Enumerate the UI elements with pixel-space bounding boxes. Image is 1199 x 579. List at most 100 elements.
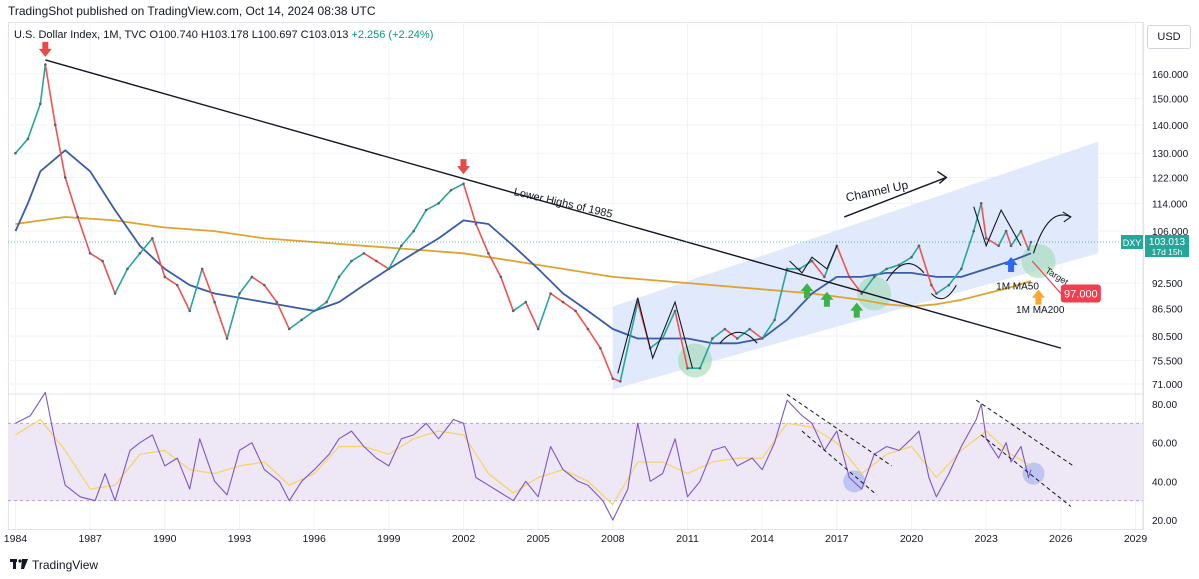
price-point [524, 300, 528, 304]
price-segment [176, 284, 191, 312]
rsi-highlight-circle [1022, 462, 1045, 485]
rsi-tick-label: 80.00 [1152, 400, 1177, 411]
price-segment [997, 230, 1007, 247]
price-segment [587, 328, 602, 349]
price-point [549, 292, 552, 295]
price-point [1019, 229, 1023, 233]
price-point [263, 283, 266, 287]
price-segment [14, 138, 29, 154]
price-point [760, 337, 764, 340]
price-segment [836, 245, 851, 278]
green-up-arrow-icon [820, 291, 834, 307]
price-tick-label: 160.000 [1152, 70, 1189, 81]
price-point [979, 202, 983, 205]
ohlc-close: C103.013 [300, 29, 349, 41]
time-tick-label: 2008 [601, 533, 625, 545]
price-point [711, 337, 714, 340]
price-segment [325, 276, 340, 303]
price-point [312, 309, 316, 313]
price-point [213, 300, 216, 304]
price-point [399, 244, 403, 248]
price-point [723, 327, 727, 331]
price-tick-label: 92.500 [1152, 279, 1183, 290]
lower-highs-trendline [45, 59, 1062, 349]
rsi-tick-label: 20.00 [1152, 516, 1177, 527]
rsi-tick-label: 40.00 [1152, 477, 1177, 488]
price-point [39, 102, 42, 106]
price-point [872, 275, 876, 279]
footer-brand[interactable]: TradingView [10, 557, 98, 572]
price-point [599, 346, 602, 350]
price-tick-label: 80.500 [1152, 332, 1183, 343]
price-point [151, 237, 154, 240]
price-segment [749, 328, 763, 340]
price-point [810, 259, 814, 263]
price-segment [413, 209, 427, 232]
price-point [574, 309, 577, 313]
channel-up-arrowhead [936, 170, 948, 184]
price-segment [351, 252, 365, 262]
price-segment [736, 328, 751, 340]
price-segment [139, 237, 153, 254]
ohlc-high: H103.178 [200, 29, 249, 41]
price-point [225, 337, 229, 340]
price-point [487, 252, 490, 255]
symbol-badge [1121, 234, 1143, 249]
price-point [287, 327, 291, 331]
price-segment [64, 177, 79, 218]
rsi-ma-line [15, 418, 1032, 506]
price-point [200, 267, 204, 271]
price-point [462, 182, 465, 186]
price-segment [524, 301, 539, 330]
price-segment [1005, 230, 1012, 247]
currency-button[interactable]: USD [1147, 25, 1191, 49]
price-segment [462, 183, 477, 225]
price-point [412, 229, 416, 233]
blue-up-arrow-icon [1004, 256, 1018, 272]
price-segment [313, 301, 328, 312]
time-tick-label: 2023 [975, 533, 999, 545]
price-point [930, 283, 933, 287]
price-segment [910, 245, 920, 258]
price-point [885, 267, 888, 271]
arc-2021 [931, 284, 957, 300]
footer-brand-name: TradingView [32, 557, 99, 572]
rsi-channel-lower [801, 430, 877, 496]
price-point [44, 63, 47, 66]
time-tick-label: 2029 [1124, 533, 1148, 545]
price-point [773, 318, 776, 322]
price-point [101, 259, 104, 263]
price-segment [799, 260, 813, 270]
price-segment [164, 276, 178, 286]
price-tick-label: 122.000 [1152, 173, 1189, 184]
price-tick-label: 106.000 [1152, 227, 1189, 238]
price-point [748, 327, 752, 331]
target-label: Target [1044, 265, 1071, 287]
price-point [686, 366, 689, 370]
time-tick-label: 2002 [452, 533, 476, 545]
price-point [897, 263, 901, 267]
ohlc-change: +2.256 (+2.24%) [351, 29, 434, 41]
price-point [536, 327, 540, 331]
price-segment [188, 268, 203, 312]
price-segment [114, 268, 129, 294]
price-point [188, 309, 191, 313]
price-segment [375, 260, 390, 270]
price-point [1029, 240, 1033, 244]
symbol-name: U.S. Dollar Index, 1M, TVC [14, 29, 147, 41]
symbol-legend[interactable]: U.S. Dollar Index, 1M, TVC O100.740 H103… [14, 29, 433, 41]
time-tick-label: 1993 [228, 533, 252, 545]
highlight-circle [677, 343, 712, 378]
price-segment [338, 260, 353, 278]
price-segment [251, 276, 265, 286]
last-price-text: 103.013 [1149, 237, 1186, 248]
price-segment [674, 310, 689, 369]
price-point [175, 283, 179, 287]
green-up-arrow-icon [800, 283, 814, 299]
price-segment [550, 292, 564, 303]
rsi-line [15, 391, 1032, 521]
price-point [163, 275, 167, 279]
channel-up-band [612, 141, 1099, 390]
arc-2019 [886, 263, 925, 282]
